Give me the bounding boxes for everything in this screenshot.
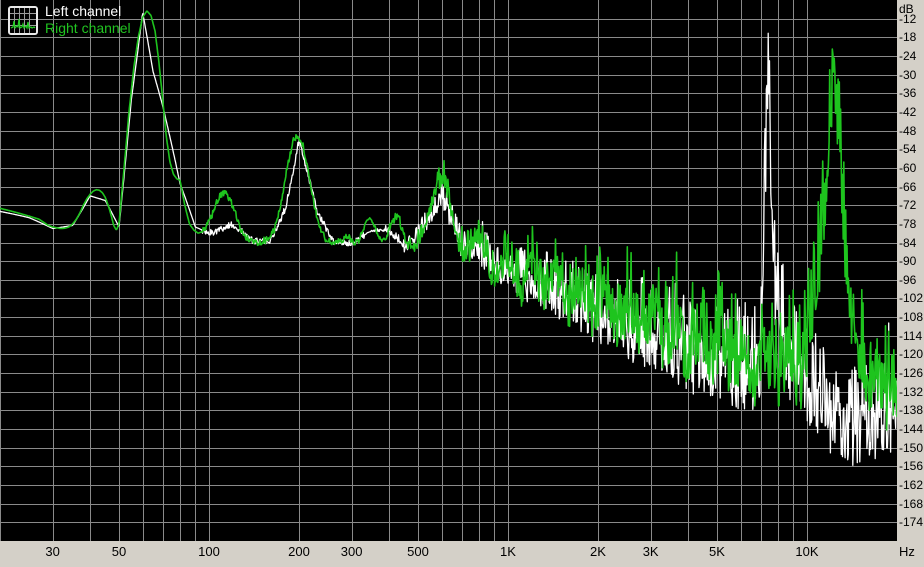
legend-item-right-channel[interactable]: Right channel	[45, 20, 131, 36]
y-axis-tick-label: -144	[899, 422, 924, 437]
y-axis-unit-label: dB	[899, 2, 914, 16]
y-axis-tick-label: -78	[899, 216, 917, 231]
spectrum-plot-area[interactable]: Left channel Right channel	[0, 0, 897, 541]
y-axis-tick-label: -168	[899, 496, 924, 511]
spectrum-traces	[0, 10, 897, 466]
x-axis-tick-label: 2K	[590, 544, 606, 559]
y-axis-tick-label: -126	[899, 366, 924, 381]
y-axis-tick-label: -18	[899, 30, 917, 45]
y-axis-tick-label: -156	[899, 459, 924, 474]
y-axis-tick-label: -90	[899, 254, 917, 269]
y-axis-tick-label: -12	[899, 11, 917, 26]
x-axis-tick-label: 10K	[795, 544, 819, 559]
y-axis-tick-label: -96	[899, 272, 917, 287]
spectrum-thumbnail-icon[interactable]	[8, 6, 38, 35]
x-axis-tick-label: 5K	[709, 544, 725, 559]
y-axis-tick-label: -150	[899, 440, 924, 455]
y-axis-tick-label: -48	[899, 123, 917, 138]
y-axis-tick-label: -54	[899, 142, 917, 157]
x-axis-tick-label: 100	[198, 544, 220, 559]
x-axis-tick-label: 30	[45, 544, 60, 559]
x-axis-unit-label: Hz	[899, 544, 915, 559]
y-axis-tick-label: -132	[899, 384, 924, 399]
y-axis-tick-label: -108	[899, 310, 924, 325]
y-axis-tick-label: -24	[899, 48, 917, 63]
x-axis-tick-label: 500	[407, 544, 429, 559]
y-axis-tick-label: -174	[899, 515, 924, 530]
y-axis-tick-label: -162	[899, 478, 924, 493]
y-axis-tick-label: -120	[899, 347, 924, 362]
x-axis-tick-label: 3K	[642, 544, 659, 559]
y-axis-tick-label: -42	[899, 104, 917, 119]
x-axis-tick-label: 200	[288, 544, 310, 559]
y-axis-tick-label: -66	[899, 179, 917, 194]
y-axis-tick-label: -138	[899, 403, 924, 418]
x-axis-tick-label: 1K	[500, 544, 516, 559]
legend[interactable]: Left channel Right channel	[8, 3, 131, 37]
x-axis-tick-label: 300	[340, 544, 363, 559]
y-axis: dB -12 -18 -24 -30 -36 -42 -48 -54 -60 -66 -72 -78 -8…	[897, 0, 924, 541]
y-axis-tick-label: -36	[899, 86, 917, 101]
y-axis-tick-label: -72	[899, 198, 917, 213]
legend-labels: Left channel Right channel	[45, 3, 131, 37]
y-axis-tick-label: -30	[899, 67, 917, 82]
y-axis-tick-label: -102	[899, 291, 924, 306]
x-axis-tick-label: 50	[111, 544, 127, 559]
legend-item-left-channel[interactable]: Left channel	[45, 3, 122, 19]
x-axis: Hz 30 50 100 200 300 500 1K 2K 3K 5K 10K	[0, 541, 924, 567]
y-axis-tick-label: -84	[899, 235, 917, 250]
y-axis-tick-label: -114	[899, 328, 923, 343]
y-axis-tick-label: -60	[899, 160, 917, 175]
